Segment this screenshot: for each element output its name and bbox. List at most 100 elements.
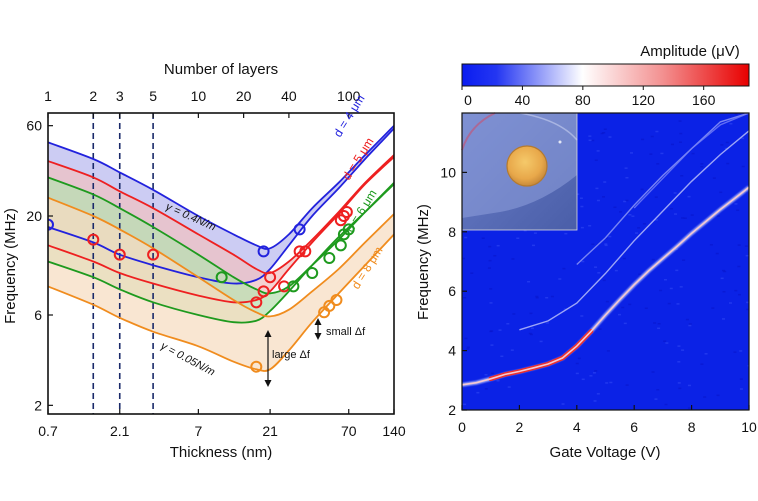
cb-tick-label-0: 0 [464, 92, 472, 108]
noise-speck [722, 269, 726, 272]
noise-speck [595, 187, 599, 190]
left-y-axis-label: Frequency (MHz) [2, 208, 19, 324]
noise-speck [681, 349, 685, 351]
noise-speck [489, 288, 493, 290]
noise-speck [550, 295, 554, 298]
noise-speck [539, 340, 543, 343]
noise-speck [679, 132, 683, 135]
noise-speck [741, 137, 745, 140]
noise-speck [577, 357, 581, 360]
noise-speck [484, 374, 488, 376]
noise-speck [682, 259, 686, 261]
noise-speck [496, 244, 500, 247]
noise-speck [734, 203, 738, 205]
noise-speck [635, 232, 639, 234]
noise-speck [719, 191, 723, 194]
data-point-1-4 [257, 285, 270, 298]
noise-speck [656, 163, 660, 165]
y-axis-ticks: 2 6 20 60 [26, 118, 53, 413]
noise-speck [716, 394, 720, 397]
noise-speck [487, 267, 491, 269]
noise-speck [596, 150, 600, 152]
y-tick-label-2: 20 [26, 208, 42, 224]
heatmap-x-ticks: 0 2 4 6 8 10 [458, 405, 757, 435]
noise-speck [737, 265, 741, 268]
noise-speck [608, 235, 612, 238]
noise-speck [588, 225, 592, 227]
noise-speck [596, 199, 600, 202]
noise-speck [688, 324, 692, 327]
x-tick-label-2: 7 [194, 423, 202, 439]
hm-y-tick-label-0: 2 [448, 402, 456, 418]
noise-speck [675, 269, 679, 272]
noise-speck [624, 167, 628, 169]
noise-speck [481, 237, 485, 239]
data-point-3-2 [323, 299, 336, 312]
noise-speck [687, 407, 691, 409]
noise-speck [720, 144, 724, 146]
noise-speck [608, 136, 612, 138]
noise-speck [592, 372, 596, 374]
noise-speck [670, 208, 674, 210]
data-point-1-11 [340, 205, 353, 218]
noise-speck [464, 236, 468, 239]
noise-speck [655, 130, 659, 133]
band-lower-line-3 [48, 233, 394, 372]
data-point-2-6 [342, 223, 355, 236]
noise-speck [500, 355, 504, 358]
noise-speck [656, 389, 660, 391]
noise-speck [463, 297, 467, 299]
noise-speck [604, 243, 608, 245]
top-tick-label-4: 10 [191, 88, 207, 104]
x-tick-label-3: 21 [262, 423, 278, 439]
data-point-2-1 [287, 280, 300, 293]
noise-speck [709, 244, 713, 246]
colorbar-label: Amplitude (μV) [640, 43, 740, 60]
noise-speck [528, 332, 532, 335]
y-tick-label-0: 2 [34, 397, 42, 413]
noise-speck [687, 195, 691, 198]
noise-speck [462, 257, 466, 260]
noise-speck [602, 132, 606, 134]
noise-speck [463, 403, 467, 406]
noise-speck [680, 175, 684, 177]
noise-speck [466, 346, 470, 348]
noise-speck [598, 328, 602, 330]
noise-speck [729, 123, 733, 125]
noise-speck [667, 302, 671, 305]
noise-speck [527, 280, 531, 283]
noise-speck [605, 382, 609, 384]
noise-speck [575, 362, 579, 365]
noise-speck [637, 227, 641, 229]
noise-speck [712, 177, 716, 179]
noise-speck [679, 141, 683, 143]
large-df-arrow [264, 330, 272, 387]
noise-speck [488, 259, 492, 262]
noise-speck [558, 278, 562, 280]
noise-speck [700, 363, 704, 365]
inset-micrograph [461, 112, 578, 231]
hm-y-tick-label-1: 4 [448, 343, 456, 359]
hm-x-tick-label-1: 2 [516, 419, 524, 435]
band-lower-line-0 [48, 127, 394, 285]
noise-speck [588, 135, 592, 137]
data-point-3-0 [250, 360, 263, 373]
hm-x-tick-label-5: 10 [741, 419, 757, 435]
noise-speck [653, 322, 657, 324]
right-x-axis-label: Gate Voltage (V) [550, 444, 661, 461]
noise-speck [575, 372, 579, 375]
noise-speck [657, 323, 661, 325]
small-df-arrow [314, 318, 322, 340]
noise-speck [687, 384, 691, 387]
data-point-2-4 [334, 239, 347, 252]
noise-speck [506, 323, 510, 325]
noise-speck [677, 382, 681, 384]
noise-speck [490, 344, 494, 346]
noise-speck [739, 388, 743, 390]
noise-speck [670, 143, 674, 146]
noise-speck [516, 237, 520, 240]
hm-y-tick-label-2: 6 [448, 283, 456, 299]
noise-speck [484, 388, 488, 390]
cb-tick-label-2: 80 [575, 92, 591, 108]
band-upper-line-2 [48, 176, 394, 295]
